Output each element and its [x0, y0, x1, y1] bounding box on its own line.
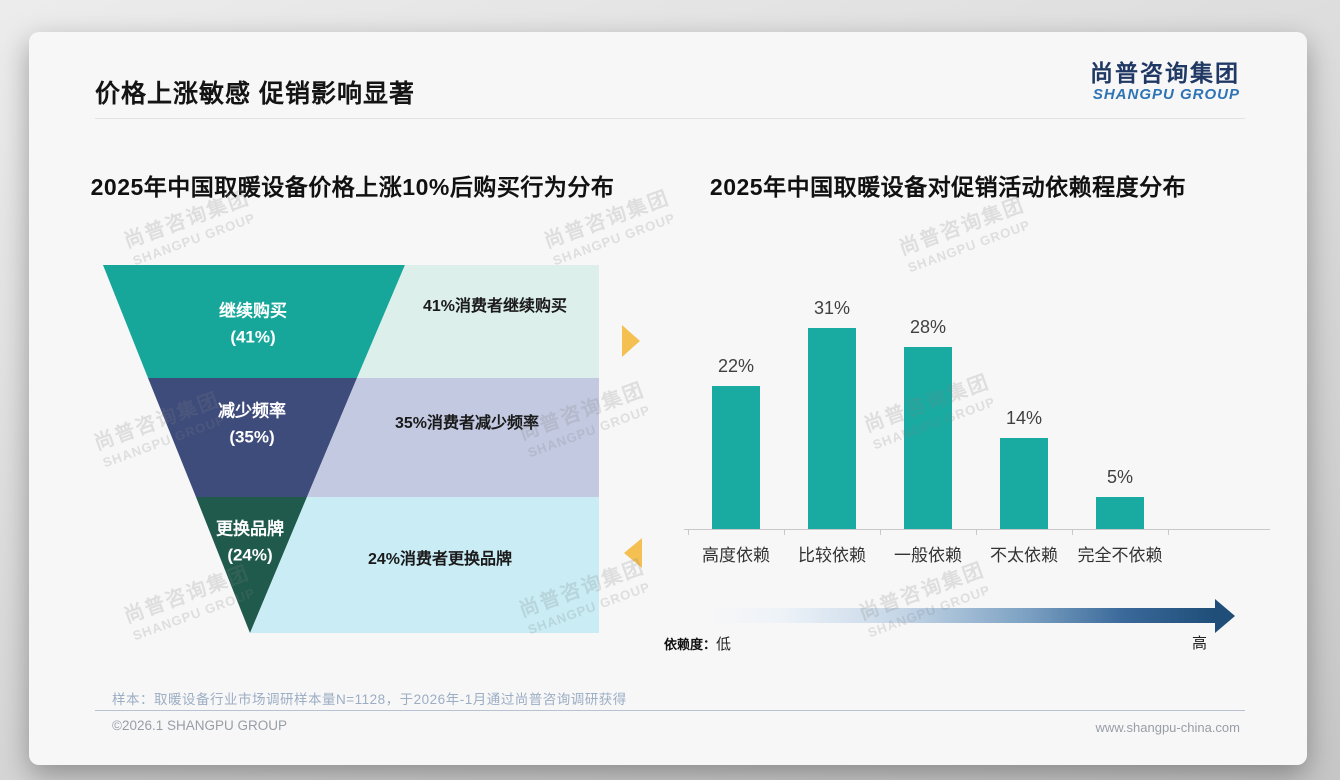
funnel-pct-2: (35%): [229, 427, 274, 446]
axis-tick: [784, 530, 785, 535]
funnel-label-2: 减少频率: [218, 400, 286, 420]
footer-website: www.shangpu-china.com: [1095, 720, 1240, 735]
funnel-pct-1: (41%): [230, 327, 275, 346]
axis-tick: [688, 530, 689, 535]
right-arrow-icon: [622, 325, 640, 357]
gradient-arrowhead-icon: [1215, 599, 1235, 633]
page-title: 价格上涨敏感 促销影响显著: [95, 80, 415, 108]
funnel-desc-block-3: [250, 497, 599, 633]
funnel-desc-3: 24%消费者更换品牌: [368, 549, 512, 568]
dependence-axis-label: 依赖度：: [664, 637, 717, 652]
footer-copyright: ©2026.1 SHANGPU GROUP: [112, 718, 288, 733]
x-axis: [684, 529, 1270, 530]
bar: [1000, 438, 1048, 529]
company-logo: 尚普咨询集团 SHANGPU GROUP: [1040, 60, 1240, 105]
bar-value-label: 5%: [1106, 466, 1133, 487]
bar-value-label: 14%: [1005, 408, 1043, 428]
header-divider: [95, 118, 1245, 119]
category-label: 比较依赖: [798, 546, 866, 565]
funnel-segment-2: [148, 378, 357, 497]
funnel-desc-block-1: [357, 265, 599, 378]
logo-english: SHANGPU GROUP: [1092, 86, 1240, 104]
funnel-segment-3: [196, 497, 307, 633]
dependence-gradient-arrow: [708, 599, 1248, 633]
category-label: 高度依赖: [702, 546, 770, 565]
axis-tick: [1168, 530, 1169, 535]
bar-value-label: 28%: [909, 317, 947, 337]
category-label: 完全不依赖: [1077, 546, 1163, 565]
funnel-desc-2: 35%消费者减少频率: [395, 413, 539, 432]
sample-note: 样本：取暖设备行业市场调研样本量N=1128，于2026年-1月通过尚普咨询调研…: [112, 692, 627, 707]
funnel-label-1: 继续购买: [219, 300, 287, 320]
dependence-high-label: 高: [1192, 635, 1208, 652]
category-label: 一般依赖: [894, 546, 962, 565]
bar-chart-title: 2025年中国取暖设备对促销活动依赖程度分布: [709, 174, 1187, 200]
bar: [808, 327, 856, 529]
axis-tick: [880, 530, 881, 535]
funnel-chart-title: 2025年中国取暖设备价格上涨10%后购买行为分布: [90, 174, 615, 200]
category-label: 不太依赖: [990, 546, 1058, 565]
dependence-low-label: 低: [716, 636, 732, 653]
left-arrow-icon: [624, 538, 642, 568]
bar-value-label: 31%: [813, 297, 851, 318]
bar-chart: 22% 高度依赖 31% 比较依赖 28% 一般依赖 14% 不太依赖 5% 完全不依赖: [684, 290, 1270, 580]
footer-divider: [95, 710, 1245, 711]
funnel-chart: 继续购买 (41%) 减少频率 (35%) 更换品牌 (24%) 41%消费者继…: [103, 265, 599, 633]
logo-chinese: 尚普咨询集团: [1090, 60, 1240, 86]
gradient-bar: [708, 608, 1215, 623]
axis-tick: [976, 530, 977, 535]
funnel-pct-3: (24%): [227, 545, 272, 564]
bar: [904, 347, 952, 529]
bar-value-label: 22%: [717, 356, 755, 376]
axis-tick: [1072, 530, 1073, 535]
funnel-label-3: 更换品牌: [216, 518, 284, 538]
funnel-desc-block-2: [307, 378, 599, 497]
bar: [712, 386, 760, 529]
funnel-segment-1: [103, 265, 405, 378]
funnel-desc-1: 41%消费者继续购买: [423, 296, 567, 315]
bar: [1096, 496, 1144, 529]
